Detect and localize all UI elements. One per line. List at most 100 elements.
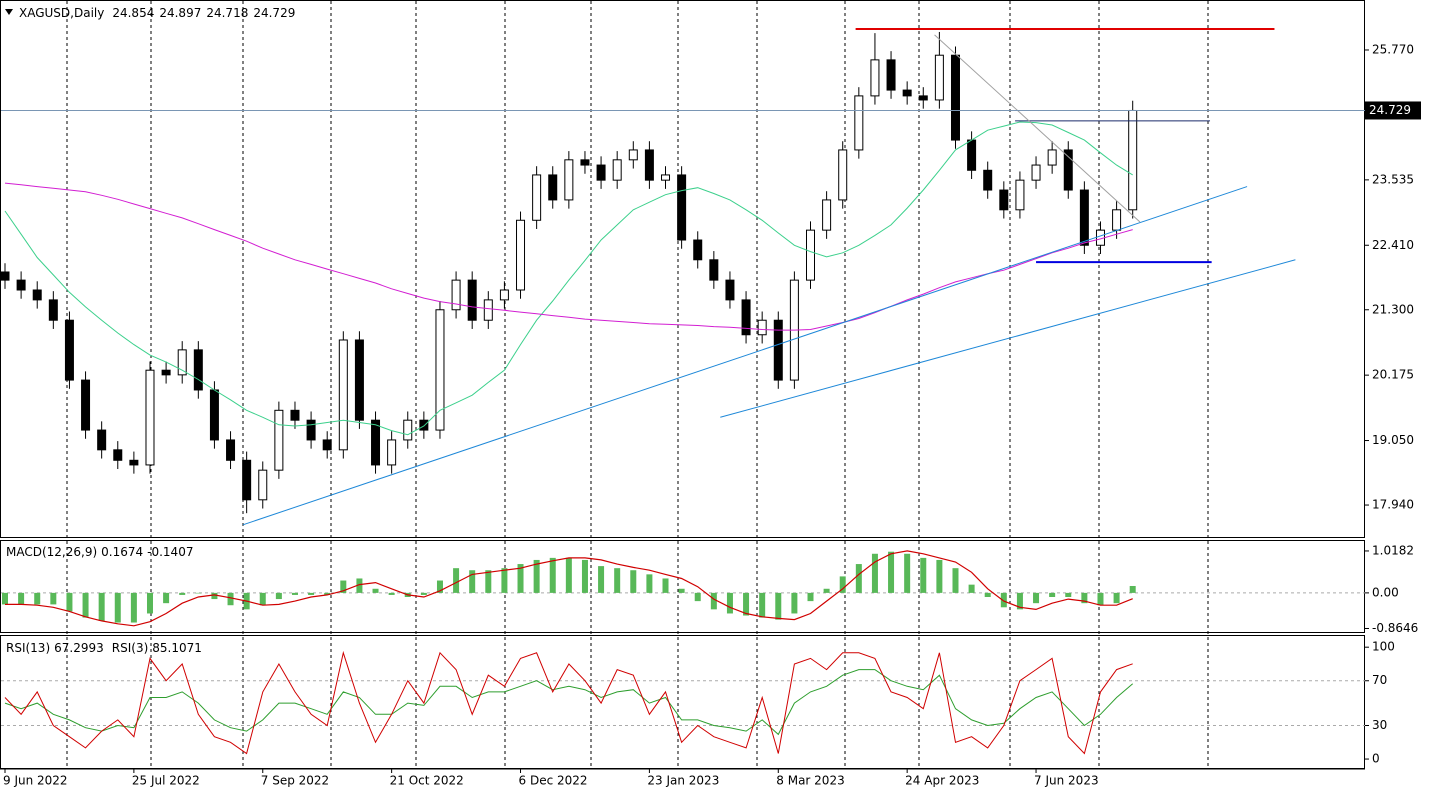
macd-bar (855, 564, 862, 593)
macd-header: MACD(12,26,9) 0.1674 -0.1407 (6, 545, 193, 559)
macd-bar (807, 592, 814, 602)
macd-bar (549, 557, 556, 593)
candle-body (113, 449, 123, 461)
price-label: 24.729 (1369, 103, 1411, 117)
macd-title: MACD(12,26,9) (6, 545, 97, 559)
candle-body (306, 419, 316, 441)
candle-body (918, 95, 928, 101)
candle-body (1112, 209, 1122, 231)
macd-bar (791, 592, 798, 614)
candle-body (226, 439, 236, 461)
candle-body (161, 369, 171, 376)
y-tick-label: 70 (1372, 673, 1387, 687)
macd-bar (195, 592, 202, 594)
candle-body (773, 319, 783, 381)
header-low: 24.718 (206, 6, 248, 20)
candle-body (628, 149, 638, 161)
macd-bar (646, 574, 653, 593)
candle-body (1047, 149, 1057, 166)
candle-body (354, 339, 364, 421)
macd-bar (291, 592, 298, 595)
candle-body (532, 174, 542, 221)
y-tick-label: 0.00 (1372, 585, 1399, 599)
candle-body (612, 159, 622, 181)
macd-bar (66, 592, 73, 612)
symbol: XAGUSD,Daily (19, 6, 104, 20)
macd-bar (726, 592, 733, 614)
candle-body (177, 349, 187, 376)
candle-body (467, 279, 477, 321)
header-open: 24.854 (112, 6, 154, 20)
candle-body (1031, 164, 1041, 181)
candle-body (661, 174, 671, 181)
rsi-value: 85.1071 (152, 641, 202, 655)
candle-body (209, 389, 219, 441)
candle-body (741, 299, 751, 336)
macd-bar (581, 559, 588, 593)
moving-average (4, 121, 1133, 436)
x-tick-label: 9 Jun 2022 (3, 774, 68, 788)
candle-body (32, 289, 42, 301)
candle-body (757, 319, 767, 336)
candle-body (338, 339, 348, 451)
candle-body (193, 349, 203, 391)
macd-bar (952, 568, 959, 593)
candle-body (999, 189, 1009, 211)
macd-bar (888, 551, 895, 593)
macd-bar (920, 557, 927, 593)
candle-body (419, 419, 429, 431)
macd-bar (211, 592, 218, 600)
macd-bar (759, 592, 766, 618)
macd-bar (340, 580, 347, 593)
macd-bar (227, 592, 234, 606)
candle-body (48, 299, 58, 321)
period-separators (66, 1, 1209, 768)
y-tick-label: 30 (1372, 718, 1387, 732)
candle-body (854, 95, 864, 151)
macd-bar (517, 564, 524, 593)
drawn-line (934, 34, 1141, 223)
candle-body (499, 289, 509, 301)
candle-body (709, 259, 719, 281)
candle-body (596, 164, 606, 181)
y-tick-label: 25.770 (1372, 42, 1414, 56)
macd-bar (710, 592, 717, 610)
macd-bar (1016, 592, 1023, 610)
macd-bar (275, 592, 282, 600)
candle-body (822, 199, 832, 231)
candle-body (1063, 149, 1073, 191)
signal-value: -0.1407 (147, 545, 193, 559)
rsi-line (4, 669, 1134, 736)
candle-body (902, 89, 912, 97)
candle-body (983, 169, 993, 191)
candle-body (371, 419, 381, 466)
y-tick-label: 21.300 (1372, 302, 1414, 316)
menu-arrow[interactable] (5, 9, 13, 15)
drawn-line (720, 259, 1296, 418)
header-close: 24.729 (253, 6, 295, 20)
candle-body (435, 309, 445, 431)
macd-bar (308, 592, 315, 595)
macd-bar (984, 592, 991, 597)
candle-body (145, 369, 155, 466)
chart-header: XAGUSD,Daily 24.854 24.897 24.718 24.729 (19, 6, 295, 20)
macd-bar (630, 570, 637, 593)
candle-body (242, 459, 252, 501)
signal-line (5, 550, 1133, 627)
candle-body (97, 429, 107, 451)
macd-bar (904, 553, 911, 593)
x-tick-label: 23 Jan 2023 (647, 774, 719, 788)
macd-bar (146, 592, 153, 614)
y-tick-label: 0 (1372, 752, 1380, 766)
macd-bar (662, 578, 669, 593)
macd-bar (130, 592, 137, 623)
x-tick-label: 25 Jul 2022 (132, 774, 200, 788)
macd-bar (1129, 585, 1136, 593)
macd-bar (372, 588, 379, 593)
candle-body (693, 239, 703, 261)
macd-bar (839, 576, 846, 593)
candle-body (0, 271, 10, 281)
y-tick-label: 1.0182 (1372, 543, 1414, 557)
